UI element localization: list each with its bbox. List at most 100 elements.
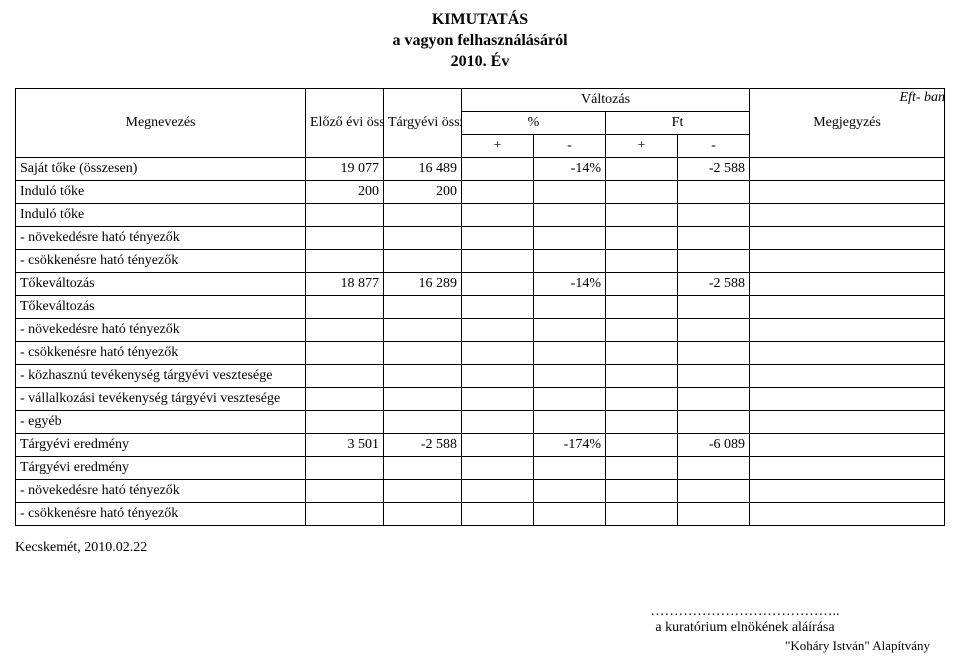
cell-ft-plus: [606, 503, 678, 526]
cell-elozo: [306, 227, 384, 250]
cell-ft-plus: [606, 181, 678, 204]
cell-pct-plus: [462, 204, 534, 227]
cell-note: [750, 319, 945, 342]
header-ft: Ft: [606, 112, 750, 135]
cell-targyevi: [384, 457, 462, 480]
header-targyevi: Tárgyévi összeg: [384, 89, 462, 158]
cell-name: Saját tőke (összesen): [16, 158, 306, 181]
cell-ft-minus: [678, 503, 750, 526]
cell-ft-minus: [678, 411, 750, 434]
cell-ft-plus: [606, 434, 678, 457]
cell-elozo: [306, 503, 384, 526]
cell-ft-plus: [606, 296, 678, 319]
cell-note: [750, 411, 945, 434]
header-valtozas: Változás: [462, 89, 750, 112]
cell-name: - csökkenésre ható tényezők: [16, 250, 306, 273]
cell-pct-plus: [462, 250, 534, 273]
cell-note: [750, 158, 945, 181]
cell-elozo: [306, 411, 384, 434]
cell-ft-plus: [606, 480, 678, 503]
table-row: Tőkeváltozás18 87716 289-14%-2 588: [16, 273, 945, 296]
cell-pct-minus: [534, 227, 606, 250]
cell-elozo: [306, 388, 384, 411]
table-row: - közhasznú tevékenység tárgyévi vesztes…: [16, 365, 945, 388]
place-date: Kecskemét, 2010.02.22: [15, 540, 945, 556]
header-percent: %: [462, 112, 606, 135]
cell-pct-minus: [534, 181, 606, 204]
cell-name: - növekedésre ható tényezők: [16, 227, 306, 250]
cell-pct-plus: [462, 181, 534, 204]
cell-elozo: [306, 457, 384, 480]
table-row: - egyéb: [16, 411, 945, 434]
cell-note: [750, 365, 945, 388]
cell-pct-minus: [534, 342, 606, 365]
table-row: - növekedésre ható tényezők: [16, 227, 945, 250]
cell-ft-minus: [678, 319, 750, 342]
cell-elozo: 19 077: [306, 158, 384, 181]
cell-note: [750, 227, 945, 250]
table-body: Saját tőke (összesen)19 07716 489-14%-2 …: [16, 158, 945, 526]
cell-pct-minus: [534, 319, 606, 342]
cell-ft-plus: [606, 365, 678, 388]
header-pct-minus: -: [534, 135, 606, 158]
cell-ft-plus: [606, 457, 678, 480]
document-title: KIMUTATÁS a vagyon felhasználásáról 2010…: [15, 10, 945, 72]
cell-targyevi: [384, 227, 462, 250]
cell-name: Tőkeváltozás: [16, 273, 306, 296]
cell-name: Tőkeváltozás: [16, 296, 306, 319]
cell-ft-minus: [678, 457, 750, 480]
main-table: Megnevezés Előző évi összeg Tárgyévi öss…: [15, 88, 945, 526]
cell-note: [750, 503, 945, 526]
cell-elozo: [306, 296, 384, 319]
cell-pct-plus: [462, 342, 534, 365]
table-row: - növekedésre ható tényezők: [16, 480, 945, 503]
cell-ft-plus: [606, 342, 678, 365]
table-row: - csökkenésre ható tényezők: [16, 503, 945, 526]
cell-pct-minus: [534, 503, 606, 526]
table-row: - vállalkozási tevékenység tárgyévi vesz…: [16, 388, 945, 411]
cell-ft-minus: [678, 342, 750, 365]
table-row: Saját tőke (összesen)19 07716 489-14%-2 …: [16, 158, 945, 181]
cell-name: - növekedésre ható tényezők: [16, 319, 306, 342]
cell-pct-minus: [534, 388, 606, 411]
cell-name: Induló tőke: [16, 181, 306, 204]
cell-pct-plus: [462, 296, 534, 319]
title-line-3: 2010. Év: [451, 53, 510, 70]
signature-label: a kuratórium elnökének aláírása: [615, 620, 875, 636]
cell-ft-plus: [606, 388, 678, 411]
cell-note: [750, 250, 945, 273]
signature-dots: …………………………………..: [615, 604, 875, 620]
table-row: - csökkenésre ható tényezők: [16, 342, 945, 365]
cell-ft-minus: -6 089: [678, 434, 750, 457]
cell-name: - egyéb: [16, 411, 306, 434]
title-line-2: a vagyon felhasználásáról: [392, 32, 567, 49]
cell-name: - csökkenésre ható tényezők: [16, 503, 306, 526]
page: KIMUTATÁS a vagyon felhasználásáról 2010…: [15, 10, 945, 662]
table-header: Megnevezés Előző évi összeg Tárgyévi öss…: [16, 89, 945, 158]
cell-pct-plus: [462, 227, 534, 250]
table-row: Tárgyévi eredmény: [16, 457, 945, 480]
cell-name: Tárgyévi eredmény: [16, 434, 306, 457]
cell-note: [750, 480, 945, 503]
table-row: - csökkenésre ható tényezők: [16, 250, 945, 273]
cell-pct-minus: -174%: [534, 434, 606, 457]
header-elozo: Előző évi összeg: [306, 89, 384, 158]
cell-note: [750, 273, 945, 296]
cell-elozo: [306, 480, 384, 503]
cell-pct-minus: [534, 457, 606, 480]
cell-pct-minus: -14%: [534, 273, 606, 296]
header-ft-minus: -: [678, 135, 750, 158]
header-pct-plus: +: [462, 135, 534, 158]
signature-dots-text: …………………………………..: [651, 604, 840, 619]
cell-ft-minus: -2 588: [678, 158, 750, 181]
cell-name: - csökkenésre ható tényezők: [16, 342, 306, 365]
header-megnevezes: Megnevezés: [16, 89, 306, 158]
cell-note: [750, 388, 945, 411]
cell-name: - vállalkozási tevékenység tárgyévi vesz…: [16, 388, 306, 411]
cell-ft-plus: [606, 158, 678, 181]
cell-ft-minus: -2 588: [678, 273, 750, 296]
cell-targyevi: [384, 342, 462, 365]
cell-elozo: [306, 250, 384, 273]
cell-ft-minus: [678, 181, 750, 204]
cell-pct-minus: [534, 480, 606, 503]
